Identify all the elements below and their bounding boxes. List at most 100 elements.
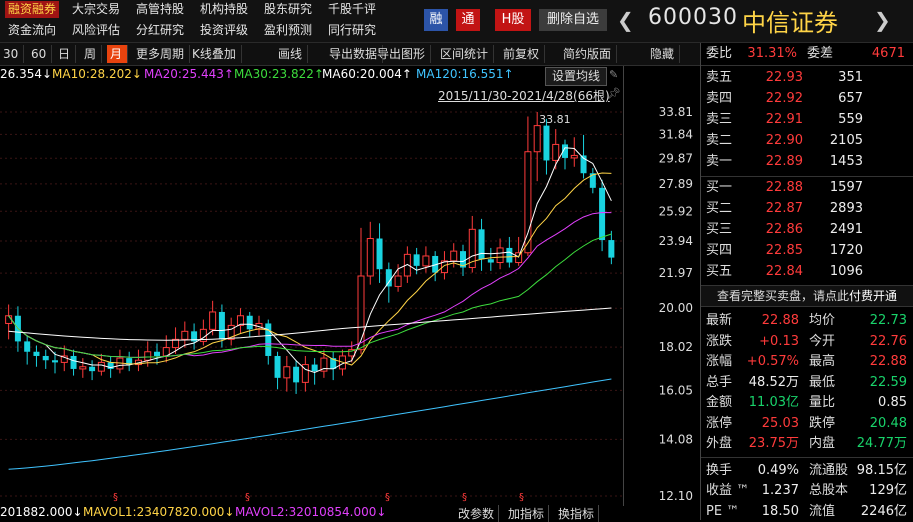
candle-body[interactable] bbox=[283, 366, 291, 379]
candle-body[interactable] bbox=[562, 144, 568, 158]
add-indicator-button[interactable]: 加指标 bbox=[504, 505, 550, 522]
date-range-label[interactable]: 2015/11/30-2021/4/28(66根) bbox=[438, 89, 610, 103]
candle-body[interactable] bbox=[487, 259, 494, 263]
candle-body[interactable] bbox=[154, 351, 160, 356]
dividend-marker-icon[interactable]: § bbox=[385, 492, 390, 503]
candle-body[interactable] bbox=[543, 125, 550, 161]
candle-body[interactable] bbox=[89, 366, 96, 372]
toolbar-range-stats-button[interactable]: 区间统计 bbox=[437, 45, 495, 63]
candle-body[interactable] bbox=[450, 250, 458, 262]
nav-item[interactable]: 大宗交易 bbox=[72, 2, 121, 16]
candle-body[interactable] bbox=[33, 351, 40, 356]
candle-body[interactable] bbox=[422, 255, 430, 267]
nav-item[interactable]: 融资融券 bbox=[5, 1, 60, 18]
candle-body[interactable] bbox=[42, 355, 49, 361]
candle-body[interactable] bbox=[79, 366, 87, 370]
candle-body[interactable] bbox=[320, 357, 328, 372]
toolbar-kline-overlay-button[interactable]: K线叠加 bbox=[189, 45, 242, 63]
h-share-button[interactable]: H股 bbox=[495, 9, 531, 31]
candle-body[interactable] bbox=[301, 364, 309, 383]
candle-body[interactable] bbox=[440, 260, 448, 274]
candle-body[interactable] bbox=[311, 364, 318, 372]
nav-item[interactable]: 机构持股 bbox=[200, 2, 249, 16]
candle-body[interactable] bbox=[70, 355, 77, 369]
candle-body[interactable] bbox=[552, 143, 560, 161]
candle-body[interactable] bbox=[432, 255, 439, 273]
candle-body[interactable] bbox=[265, 323, 272, 356]
chevron-right-icon[interactable]: ❯ bbox=[874, 8, 891, 32]
candle-body[interactable] bbox=[385, 269, 392, 287]
toolbar-hide-button[interactable]: 隐藏 bbox=[647, 45, 681, 63]
candle-body[interactable] bbox=[608, 240, 615, 258]
toolbar-export-data-button[interactable]: 导出数据 bbox=[326, 45, 384, 63]
toolbar-forward-adjust-button[interactable]: 前复权 bbox=[500, 45, 546, 63]
candle-body[interactable] bbox=[496, 247, 504, 264]
buy-order-row[interactable]: 买四 22.85 1720 bbox=[701, 241, 913, 261]
candle-body[interactable] bbox=[570, 154, 578, 159]
margin-trading-badge-button[interactable]: 融 bbox=[424, 9, 448, 31]
buy-order-row[interactable]: 买五 22.84 1096 bbox=[701, 262, 913, 282]
nav-item[interactable]: 股东研究 bbox=[264, 2, 313, 16]
candle-body[interactable] bbox=[413, 254, 420, 266]
buy-order-row[interactable]: 买二 22.87 2893 bbox=[701, 199, 913, 219]
toolbar-draw-line-button[interactable]: 画线 bbox=[275, 45, 309, 63]
chevron-left-icon[interactable]: ❮ bbox=[617, 8, 634, 32]
toolbar-period-month-button[interactable]: 月 bbox=[107, 45, 129, 63]
candle-body[interactable] bbox=[524, 151, 532, 254]
candle-body[interactable] bbox=[172, 338, 180, 349]
nav-item[interactable]: 高管持股 bbox=[136, 2, 185, 16]
candle-body[interactable] bbox=[330, 358, 337, 369]
candle-body[interactable] bbox=[236, 315, 244, 326]
candle-body[interactable] bbox=[394, 275, 402, 287]
candle-body[interactable] bbox=[515, 252, 523, 264]
candle-body[interactable] bbox=[144, 351, 152, 361]
candle-body[interactable] bbox=[52, 360, 58, 363]
nav-item[interactable]: 盈利预测 bbox=[264, 23, 313, 37]
nav-item[interactable]: 风险评估 bbox=[72, 23, 121, 37]
switch-indicator-button[interactable]: 换指标 bbox=[554, 505, 600, 522]
sell-order-row[interactable]: 卖四 22.92 657 bbox=[701, 89, 913, 109]
candle-body[interactable] bbox=[460, 251, 466, 268]
candle-body[interactable] bbox=[293, 366, 300, 383]
toolbar-simple-layout-button[interactable]: 简约版面 bbox=[560, 45, 618, 63]
toolbar-period-30min-button[interactable]: 30 bbox=[0, 45, 25, 63]
candle-body[interactable] bbox=[227, 324, 235, 340]
toolbar-period-60min-button[interactable]: 60 bbox=[28, 45, 53, 63]
sell-order-row[interactable]: 卖二 22.90 2105 bbox=[701, 131, 913, 151]
candle-body[interactable] bbox=[97, 361, 105, 372]
candle-body[interactable] bbox=[533, 125, 541, 153]
candle-body[interactable] bbox=[218, 311, 225, 340]
candle-body[interactable] bbox=[403, 253, 411, 277]
dividend-marker-icon[interactable]: § bbox=[462, 492, 467, 503]
sell-order-row[interactable]: 卖五 22.93 351 bbox=[701, 68, 913, 88]
candle-body[interactable] bbox=[366, 238, 374, 277]
kline-chart[interactable]: 33.81 31.84 29.87 27.89 25.92 23.94 21.97 20.00… bbox=[0, 100, 700, 505]
candle-body[interactable] bbox=[357, 275, 365, 351]
candle-body[interactable] bbox=[246, 315, 253, 330]
sell-order-row[interactable]: 卖一 22.89 1453 bbox=[701, 152, 913, 172]
nav-item[interactable]: 投资评级 bbox=[200, 23, 249, 37]
candle-body[interactable] bbox=[60, 355, 68, 363]
dividend-marker-icon[interactable]: § bbox=[245, 492, 250, 503]
nav-item[interactable]: 资金流向 bbox=[8, 23, 57, 37]
candle-body[interactable] bbox=[24, 341, 31, 352]
dividend-marker-icon[interactable]: § bbox=[519, 492, 524, 503]
paid-orderbook-notice[interactable]: 查看完整买卖盘，请点此付费开通 bbox=[701, 285, 913, 307]
toolbar-export-image-button[interactable]: 导出图形 bbox=[374, 45, 432, 63]
buy-order-row[interactable]: 买一 22.88 1597 bbox=[701, 178, 913, 198]
buy-order-row[interactable]: 买三 22.86 2491 bbox=[701, 220, 913, 240]
toolbar-more-periods-button[interactable]: 更多周期 bbox=[133, 45, 191, 63]
set-ma-button[interactable]: 设置均线 bbox=[545, 67, 607, 86]
candle-body[interactable] bbox=[181, 330, 189, 340]
candle-body[interactable] bbox=[599, 187, 606, 241]
remove-watchlist-button[interactable]: 删除自选 bbox=[539, 9, 607, 31]
candle-body[interactable] bbox=[506, 247, 513, 263]
candle-body[interactable] bbox=[478, 229, 485, 260]
candle-body[interactable] bbox=[580, 155, 587, 174]
toolbar-period-week-button[interactable]: 周 bbox=[81, 45, 103, 63]
toolbar-period-day-button[interactable]: 日 bbox=[55, 45, 77, 63]
candle-body[interactable] bbox=[468, 228, 476, 269]
nav-item[interactable]: 同行研究 bbox=[328, 23, 377, 37]
candle-body[interactable] bbox=[209, 311, 217, 330]
candle-body[interactable] bbox=[5, 315, 13, 324]
